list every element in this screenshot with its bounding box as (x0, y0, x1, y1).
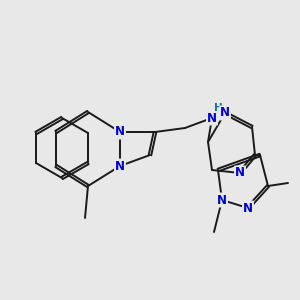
Text: N: N (115, 125, 125, 139)
Text: N: N (235, 167, 245, 179)
Text: N: N (115, 160, 125, 172)
Text: N: N (243, 202, 253, 214)
Text: H: H (214, 103, 222, 113)
Text: N: N (217, 194, 227, 206)
Text: N: N (220, 106, 230, 119)
Text: N: N (207, 112, 217, 124)
